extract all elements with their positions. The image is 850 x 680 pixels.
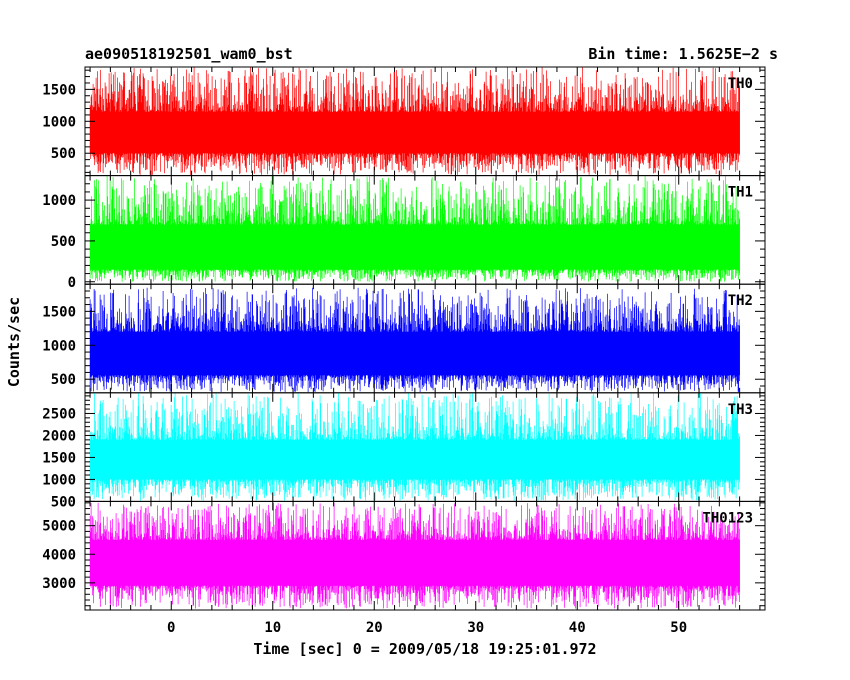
y-tick-label: 1000: [42, 114, 76, 130]
panel-th3: 500 1000 1500 2000 2500 TH3: [42, 392, 766, 510]
y-tick-label: 500: [51, 234, 76, 250]
panel-label-th3: TH3: [728, 402, 753, 418]
panel-label-th1: TH1: [728, 185, 753, 201]
panel-th0: 500 1000 1500 TH0: [42, 66, 766, 177]
trace-th0: [89, 67, 740, 175]
x-tick-label: 50: [670, 620, 687, 636]
trace-th2: [89, 287, 740, 393]
y-tick-label: 1000: [42, 338, 76, 354]
trace-th1: [89, 175, 740, 282]
y-tick-label: 1500: [42, 304, 76, 320]
x-axis-label: Time [sec] 0 = 2009/05/18 19:25:01.972: [253, 640, 596, 658]
y-tick-label: 5000: [42, 519, 76, 535]
panel-th2: 500 1000 1500 TH2: [42, 283, 766, 394]
y-tick-label: 2500: [42, 406, 76, 422]
chart-subtitle: Bin time: 1.5625E−2 s: [588, 45, 778, 63]
y-tick-label: 500: [51, 372, 76, 388]
y-tick-label: 1000: [42, 472, 76, 488]
panel-label-th0: TH0: [728, 76, 753, 92]
x-tick-label: 0: [167, 620, 175, 636]
chart-title: ae090518192501_wam0_bst: [85, 45, 293, 63]
y-tick-label: 1500: [42, 450, 76, 466]
panel-label-th2: TH2: [728, 293, 753, 309]
trace-th0123: [89, 502, 740, 609]
panel-label-th0123: TH0123: [702, 510, 753, 526]
y-tick-label: 500: [51, 494, 76, 510]
y-tick-label: 500: [51, 146, 76, 162]
x-tick-label: 20: [366, 620, 383, 636]
trace-th3: [89, 392, 740, 501]
panel-th1: 0 500 1000 TH1: [42, 175, 766, 291]
y-tick-label: 3000: [42, 576, 76, 592]
y-tick-label: 4000: [42, 547, 76, 563]
panel-frame: [84, 500, 766, 611]
y-tick-label: 1000: [42, 193, 76, 209]
x-tick-label: 10: [264, 620, 281, 636]
y-tick-label: 0: [68, 275, 76, 291]
y-tick-label: 2000: [42, 428, 76, 444]
y-tick-label: 1500: [42, 82, 76, 98]
x-tick-label: 30: [467, 620, 484, 636]
panel-th0123: 3000 4000 5000 TH0123: [42, 500, 766, 611]
y-axis-label: Counts/sec: [5, 297, 23, 387]
x-tick-label: 40: [569, 620, 586, 636]
